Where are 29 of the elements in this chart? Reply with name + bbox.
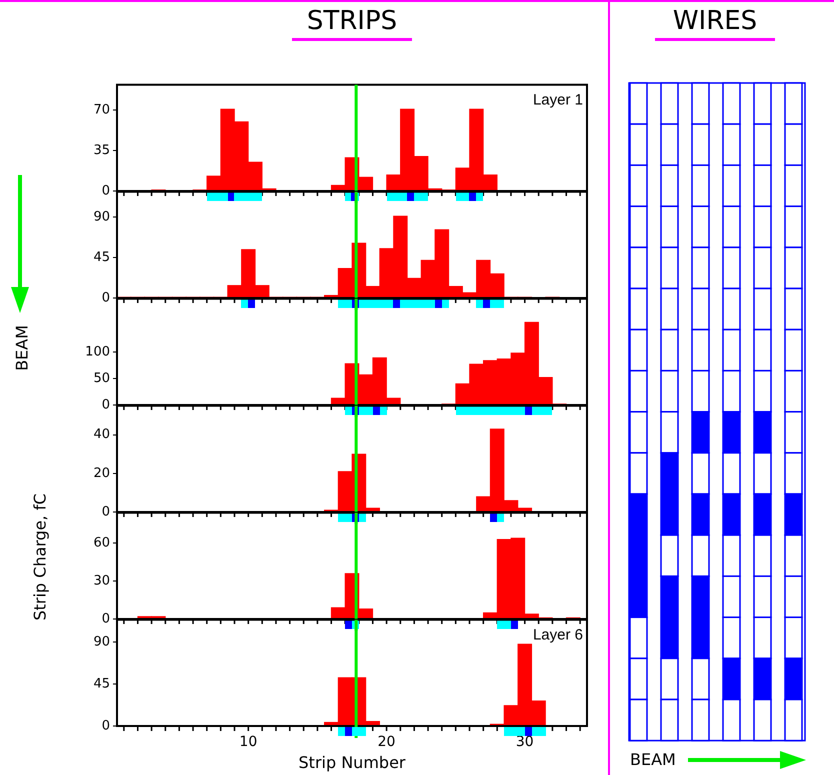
y-tick-label: 0 <box>102 718 110 734</box>
y-tick-label: 35 <box>93 142 110 158</box>
y-tick-label: 45 <box>93 250 110 265</box>
y-tick-label: 70 <box>93 102 110 118</box>
y-tick-label: 60 <box>93 536 110 551</box>
y-tick-label: 20 <box>93 466 110 481</box>
y-tick-label: 90 <box>93 634 110 650</box>
y-tick-label: 90 <box>93 209 110 224</box>
text: BEAM <box>12 325 32 371</box>
y-axis-title: Strip Charge, fC <box>30 493 50 621</box>
y-tick-label: 50 <box>93 370 110 386</box>
annotation: Layer 6 <box>532 626 583 644</box>
y-tick-label: 30 <box>93 573 110 588</box>
x-tick-label: 10 <box>239 734 258 750</box>
chart-title: STRIPS <box>306 6 398 36</box>
y-tick-label: 0 <box>102 290 110 306</box>
x-tick-label: 30 <box>516 734 534 750</box>
annotation: Layer 1 <box>532 91 583 108</box>
y-tick-label: 40 <box>93 427 110 442</box>
y-tick-label: 45 <box>93 676 110 692</box>
y-tick-label: 0 <box>102 504 110 520</box>
text: BEAM <box>630 750 676 769</box>
x-axis-title: Strip Number <box>298 753 406 772</box>
y-tick-label: 0 <box>102 397 110 412</box>
y-tick-label: 0 <box>102 183 110 198</box>
y-tick-label: 0 <box>102 611 110 626</box>
text: WIRES <box>672 6 758 36</box>
x-tick-label: 20 <box>378 734 396 750</box>
y-tick-label: 100 <box>85 344 110 360</box>
